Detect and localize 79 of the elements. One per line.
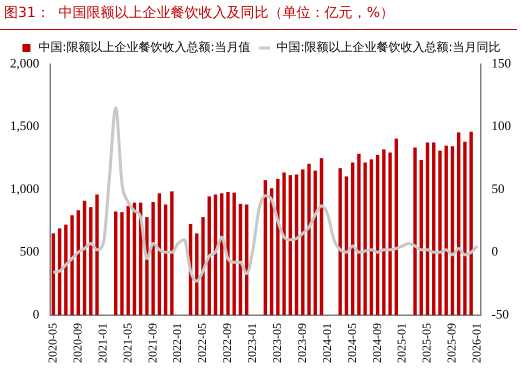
bar	[294, 174, 298, 316]
bar	[270, 188, 274, 316]
bar	[220, 193, 224, 316]
y-tick-label: 1,000	[10, 180, 40, 196]
bar	[226, 192, 230, 316]
y2-tick-label: -50	[492, 306, 509, 322]
bar	[357, 154, 361, 316]
y-tick-label: 1,500	[10, 118, 40, 134]
bar	[89, 207, 92, 316]
bar	[370, 159, 374, 316]
x-tick-label: 2024-01	[320, 323, 334, 364]
bar	[151, 202, 155, 316]
bar	[288, 175, 292, 316]
bar	[132, 202, 136, 316]
bar	[301, 169, 305, 316]
bar	[76, 210, 80, 316]
bar	[164, 204, 168, 316]
x-tick-label: 2023-05	[270, 323, 284, 364]
y2-tick-label: 100	[492, 118, 511, 134]
bar	[158, 193, 162, 316]
x-tick-label: 2020-05	[46, 323, 60, 364]
bar	[195, 233, 198, 316]
y-tick-label: 2,000	[10, 55, 40, 70]
bar	[456, 132, 460, 316]
bar	[52, 233, 56, 316]
x-tick-label: 2022-01	[170, 323, 184, 364]
bar	[432, 142, 436, 316]
bar	[444, 146, 448, 316]
y-tick-label: 0	[32, 306, 40, 322]
legend-label: 中国:限额以上企业餐饮收入总额:当月值	[38, 40, 251, 54]
bar	[82, 200, 86, 316]
bar	[376, 154, 380, 316]
bar	[238, 204, 242, 316]
x-tick-label: 2025-05	[420, 323, 434, 364]
bar	[350, 162, 354, 316]
x-tick-label: 2026-01	[470, 323, 484, 364]
legend-label: 中国:限额以上企业餐饮收入总额:当月同比	[276, 40, 501, 54]
bar	[114, 211, 118, 316]
bar	[264, 180, 268, 316]
bar	[208, 196, 211, 316]
bar	[363, 162, 367, 316]
bar	[338, 168, 342, 316]
x-tick-label: 2025-01	[394, 323, 409, 364]
y2-tick-label: 50	[492, 180, 504, 196]
y2-tick-label: 0	[492, 244, 498, 259]
y-tick-label: 500	[20, 244, 40, 259]
bar	[58, 228, 62, 316]
x-tick-label: 2021-05	[120, 323, 134, 364]
x-tick-label: 2021-01	[95, 323, 110, 364]
x-tick-label: 2022-05	[195, 323, 210, 364]
bar	[344, 176, 348, 316]
bar	[276, 178, 280, 316]
bar	[232, 192, 236, 316]
bar	[394, 138, 398, 316]
bar	[126, 206, 130, 316]
x-tick-label: 2023-01	[245, 323, 260, 364]
x-tick-label: 2023-09	[294, 323, 309, 364]
y2-tick-label: 150	[492, 55, 511, 70]
x-tick-label: 2020-09	[70, 323, 84, 364]
bar	[382, 149, 386, 316]
bar	[244, 204, 248, 316]
x-tick-label: 2022-09	[220, 323, 234, 364]
x-tick-label: 2024-09	[370, 323, 384, 364]
bar	[64, 224, 68, 316]
bar	[420, 160, 423, 316]
bar	[120, 212, 124, 316]
bar	[388, 152, 392, 316]
bar	[450, 146, 454, 316]
bar	[282, 172, 286, 316]
bar	[170, 191, 174, 316]
bar	[463, 142, 467, 316]
x-tick-label: 2025-09	[444, 323, 459, 364]
x-tick-label: 2024-05	[344, 323, 359, 364]
chart-title: 图31： 中国限额以上企业餐饮收入及同比（单位：亿元，%）	[4, 4, 394, 22]
line-series	[52, 106, 479, 283]
bar	[70, 215, 74, 316]
x-tick-label: 2021-09	[145, 323, 160, 364]
bar	[314, 170, 317, 316]
bar	[469, 132, 473, 316]
